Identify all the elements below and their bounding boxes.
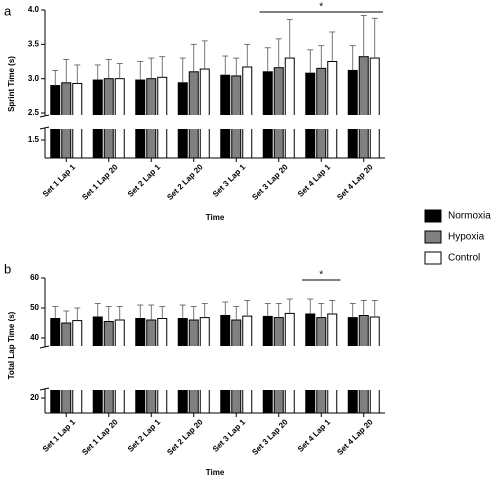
legend-swatch <box>424 230 442 244</box>
bar <box>199 68 210 159</box>
bar <box>262 71 273 159</box>
bar <box>316 67 327 159</box>
bar <box>358 56 369 159</box>
x-tick-label: Set 1 Lap 20 <box>80 417 120 457</box>
x-tick-label: Set 1 Lap 1 <box>41 162 78 199</box>
axis-break <box>39 346 387 390</box>
x-axis-label: Time <box>206 468 225 477</box>
legend-swatch <box>424 209 442 223</box>
bar <box>188 71 199 159</box>
y-tick-label: 3.0 <box>28 74 40 83</box>
x-tick-label: Set 3 Lap 20 <box>250 417 290 457</box>
bar <box>273 67 284 159</box>
bar <box>242 66 253 159</box>
y-tick-label: 60 <box>30 273 39 282</box>
bar <box>284 57 295 159</box>
bar <box>347 69 358 159</box>
significance-label: * <box>319 270 323 281</box>
y-axis-label: Sprint Time (s) <box>7 56 16 112</box>
axis-break <box>39 115 387 129</box>
x-tick-label: Set 2 Lap 20 <box>165 417 205 457</box>
bar <box>369 57 380 159</box>
x-tick-label: Set 3 Lap 1 <box>211 417 248 454</box>
legend-label: Normoxia <box>448 211 491 222</box>
y-axis-label: Total Lap Time (s) <box>7 311 16 379</box>
x-tick-label: Set 4 Lap 20 <box>335 417 375 457</box>
y-tick-label: 3.5 <box>28 39 40 48</box>
legend-swatch <box>424 251 442 265</box>
legend-label: Hypoxia <box>448 232 485 243</box>
x-tick-label: Set 4 Lap 1 <box>296 417 333 454</box>
x-axis-label: Time <box>206 213 225 222</box>
panel-label: a <box>4 3 12 18</box>
y-tick-label: 4.0 <box>28 5 40 14</box>
x-tick-label: Set 1 Lap 1 <box>41 417 78 454</box>
y-tick-label: 1.5 <box>28 135 40 144</box>
x-tick-label: Set 4 Lap 20 <box>335 162 375 202</box>
y-tick-label: 2.5 <box>28 108 40 117</box>
x-tick-label: Set 2 Lap 20 <box>165 162 205 202</box>
bar <box>327 61 338 159</box>
y-tick-label: 40 <box>30 333 39 342</box>
x-tick-label: Set 1 Lap 20 <box>80 162 120 202</box>
x-tick-label: Set 2 Lap 1 <box>126 162 163 199</box>
x-tick-label: Set 2 Lap 1 <box>126 417 163 454</box>
x-tick-label: Set 3 Lap 20 <box>250 162 290 202</box>
y-tick-label: 50 <box>30 303 39 312</box>
x-tick-label: Set 3 Lap 1 <box>211 162 248 199</box>
panel-label: b <box>4 261 11 276</box>
legend-label: Control <box>448 253 480 264</box>
y-tick-label: 20 <box>30 393 39 402</box>
x-tick-label: Set 4 Lap 1 <box>296 162 333 199</box>
significance-label: * <box>319 2 323 13</box>
